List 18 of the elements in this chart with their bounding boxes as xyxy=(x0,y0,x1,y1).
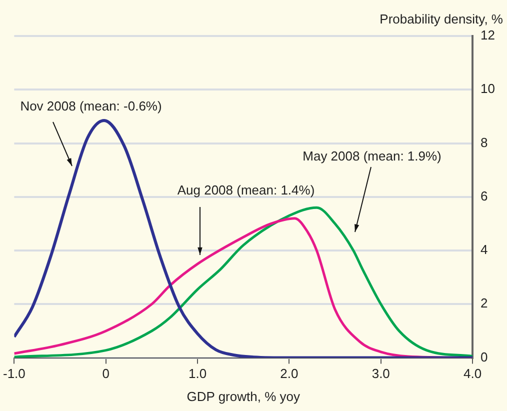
text: Aug 2008 (mean: 1.4%) xyxy=(177,182,315,198)
x-tick-label: 1.0 xyxy=(188,366,207,382)
y-tick-label: 0 xyxy=(480,349,488,364)
y-tick-label: 8 xyxy=(480,134,488,150)
y-tick-label: 12 xyxy=(480,28,496,43)
y-tick-label: 2 xyxy=(480,296,488,311)
y-tick-label: 6 xyxy=(480,188,488,204)
y-tick-label: 10 xyxy=(480,81,496,96)
x-tick-label: 2.0 xyxy=(280,366,298,382)
x-axis-title: GDP growth, % yoy xyxy=(186,388,300,404)
series-label: Nov 2008 (mean: -0.6%) xyxy=(20,98,162,114)
x-tick-label: 3.0 xyxy=(372,366,390,382)
text: May 2008 (mean: 1.9%) xyxy=(302,148,442,164)
x-tick-label: 4.0 xyxy=(464,366,482,382)
x-tick-label: -1.0 xyxy=(2,366,26,382)
x-tick-label: 0 xyxy=(102,366,110,382)
y-tick-label: 4 xyxy=(480,242,488,258)
y-axis-title: Probability density, % xyxy=(380,12,504,27)
